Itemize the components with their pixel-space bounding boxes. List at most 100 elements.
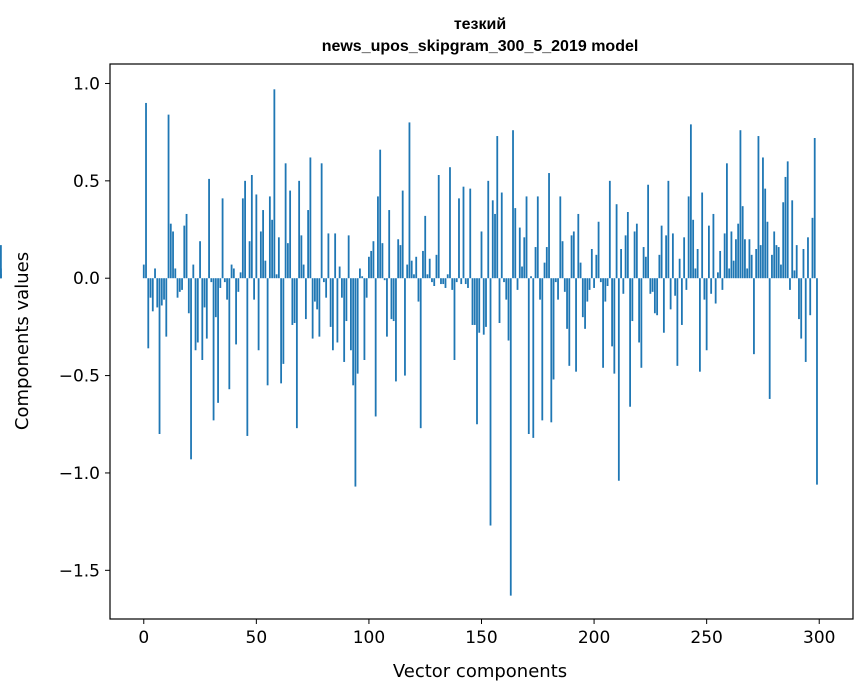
bar: [572, 231, 575, 279]
bar: [705, 278, 708, 351]
bar: [467, 278, 469, 288]
bar: [232, 268, 235, 279]
bar: [640, 278, 643, 368]
bar: [334, 233, 337, 279]
bar: [381, 243, 384, 279]
bar: [701, 192, 704, 279]
bar: [478, 278, 481, 333]
bar: [570, 235, 573, 279]
bar: [626, 212, 629, 279]
bar: [813, 138, 816, 279]
bar: [811, 217, 814, 279]
bar: [579, 262, 582, 279]
x-tick-label: 0: [138, 628, 149, 648]
y-tick-label: −1.0: [59, 464, 100, 484]
bar: [748, 239, 751, 279]
bar: [708, 225, 710, 279]
bar: [428, 258, 431, 279]
bar: [422, 250, 424, 279]
bar: [816, 278, 818, 485]
bar: [606, 278, 609, 286]
bar: [259, 231, 262, 279]
x-axis-label: Vector components: [393, 661, 567, 682]
bar: [464, 278, 467, 285]
bar: [566, 278, 568, 329]
bar: [237, 278, 240, 292]
bar: [759, 245, 762, 279]
bar: [291, 278, 294, 325]
bar: [557, 278, 559, 300]
bar: [469, 188, 472, 279]
bar: [676, 278, 679, 366]
bar: [318, 278, 321, 337]
bar: [347, 235, 350, 279]
bar: [662, 278, 665, 333]
bar: [622, 278, 625, 294]
bar: [647, 184, 650, 279]
bar: [345, 278, 348, 322]
bar: [266, 278, 269, 386]
bar: [169, 223, 172, 279]
bar: [361, 276, 364, 279]
bar: [489, 278, 492, 526]
x-tick-label: 50: [246, 628, 268, 648]
bar: [692, 219, 695, 279]
bar: [665, 235, 668, 279]
bar: [379, 149, 382, 279]
bar: [723, 233, 726, 279]
bar: [336, 278, 339, 343]
bar: [514, 208, 517, 279]
bar: [442, 278, 445, 285]
bar: [356, 278, 359, 374]
bar: [480, 231, 483, 279]
bar: [730, 231, 733, 279]
bar: [151, 278, 154, 312]
bar: [424, 215, 427, 279]
bar: [807, 237, 809, 279]
bar: [597, 221, 600, 279]
bar: [365, 278, 368, 298]
bar: [271, 219, 274, 279]
bar: [804, 278, 807, 362]
bar: [563, 278, 566, 292]
bar: [507, 278, 510, 341]
bar: [613, 278, 616, 374]
bar: [590, 249, 593, 279]
bar: [476, 278, 478, 425]
bar: [228, 278, 231, 390]
bar: [255, 194, 258, 279]
bar: [0, 268, 2, 279]
bar: [160, 278, 163, 306]
bar: [165, 278, 168, 337]
bar: [415, 256, 418, 279]
bar: [683, 237, 686, 279]
bar: [771, 254, 773, 279]
bar: [516, 278, 519, 290]
bar: [717, 272, 719, 279]
bar: [374, 278, 377, 417]
bar: [525, 196, 528, 279]
bar: [307, 210, 310, 279]
bar: [746, 268, 749, 279]
bar: [712, 213, 715, 279]
bar: [766, 221, 769, 279]
bar: [352, 278, 355, 386]
bar: [595, 254, 598, 279]
bar: [561, 241, 564, 279]
bar: [703, 278, 706, 300]
bar: [156, 278, 159, 308]
x-axis-ticks: 0 50 100 150 200 250 300: [138, 619, 835, 648]
bar: [446, 274, 449, 279]
bar: [719, 250, 722, 279]
bar: [313, 278, 316, 302]
bar: [203, 278, 206, 308]
bar: [773, 231, 776, 279]
bar: [651, 278, 654, 292]
bar: [325, 278, 328, 298]
bar: [196, 278, 199, 343]
bar: [784, 176, 787, 279]
bar: [491, 200, 494, 279]
bar: [726, 163, 728, 279]
bar: [696, 249, 699, 279]
y-axis-label: Components values: [12, 252, 33, 430]
